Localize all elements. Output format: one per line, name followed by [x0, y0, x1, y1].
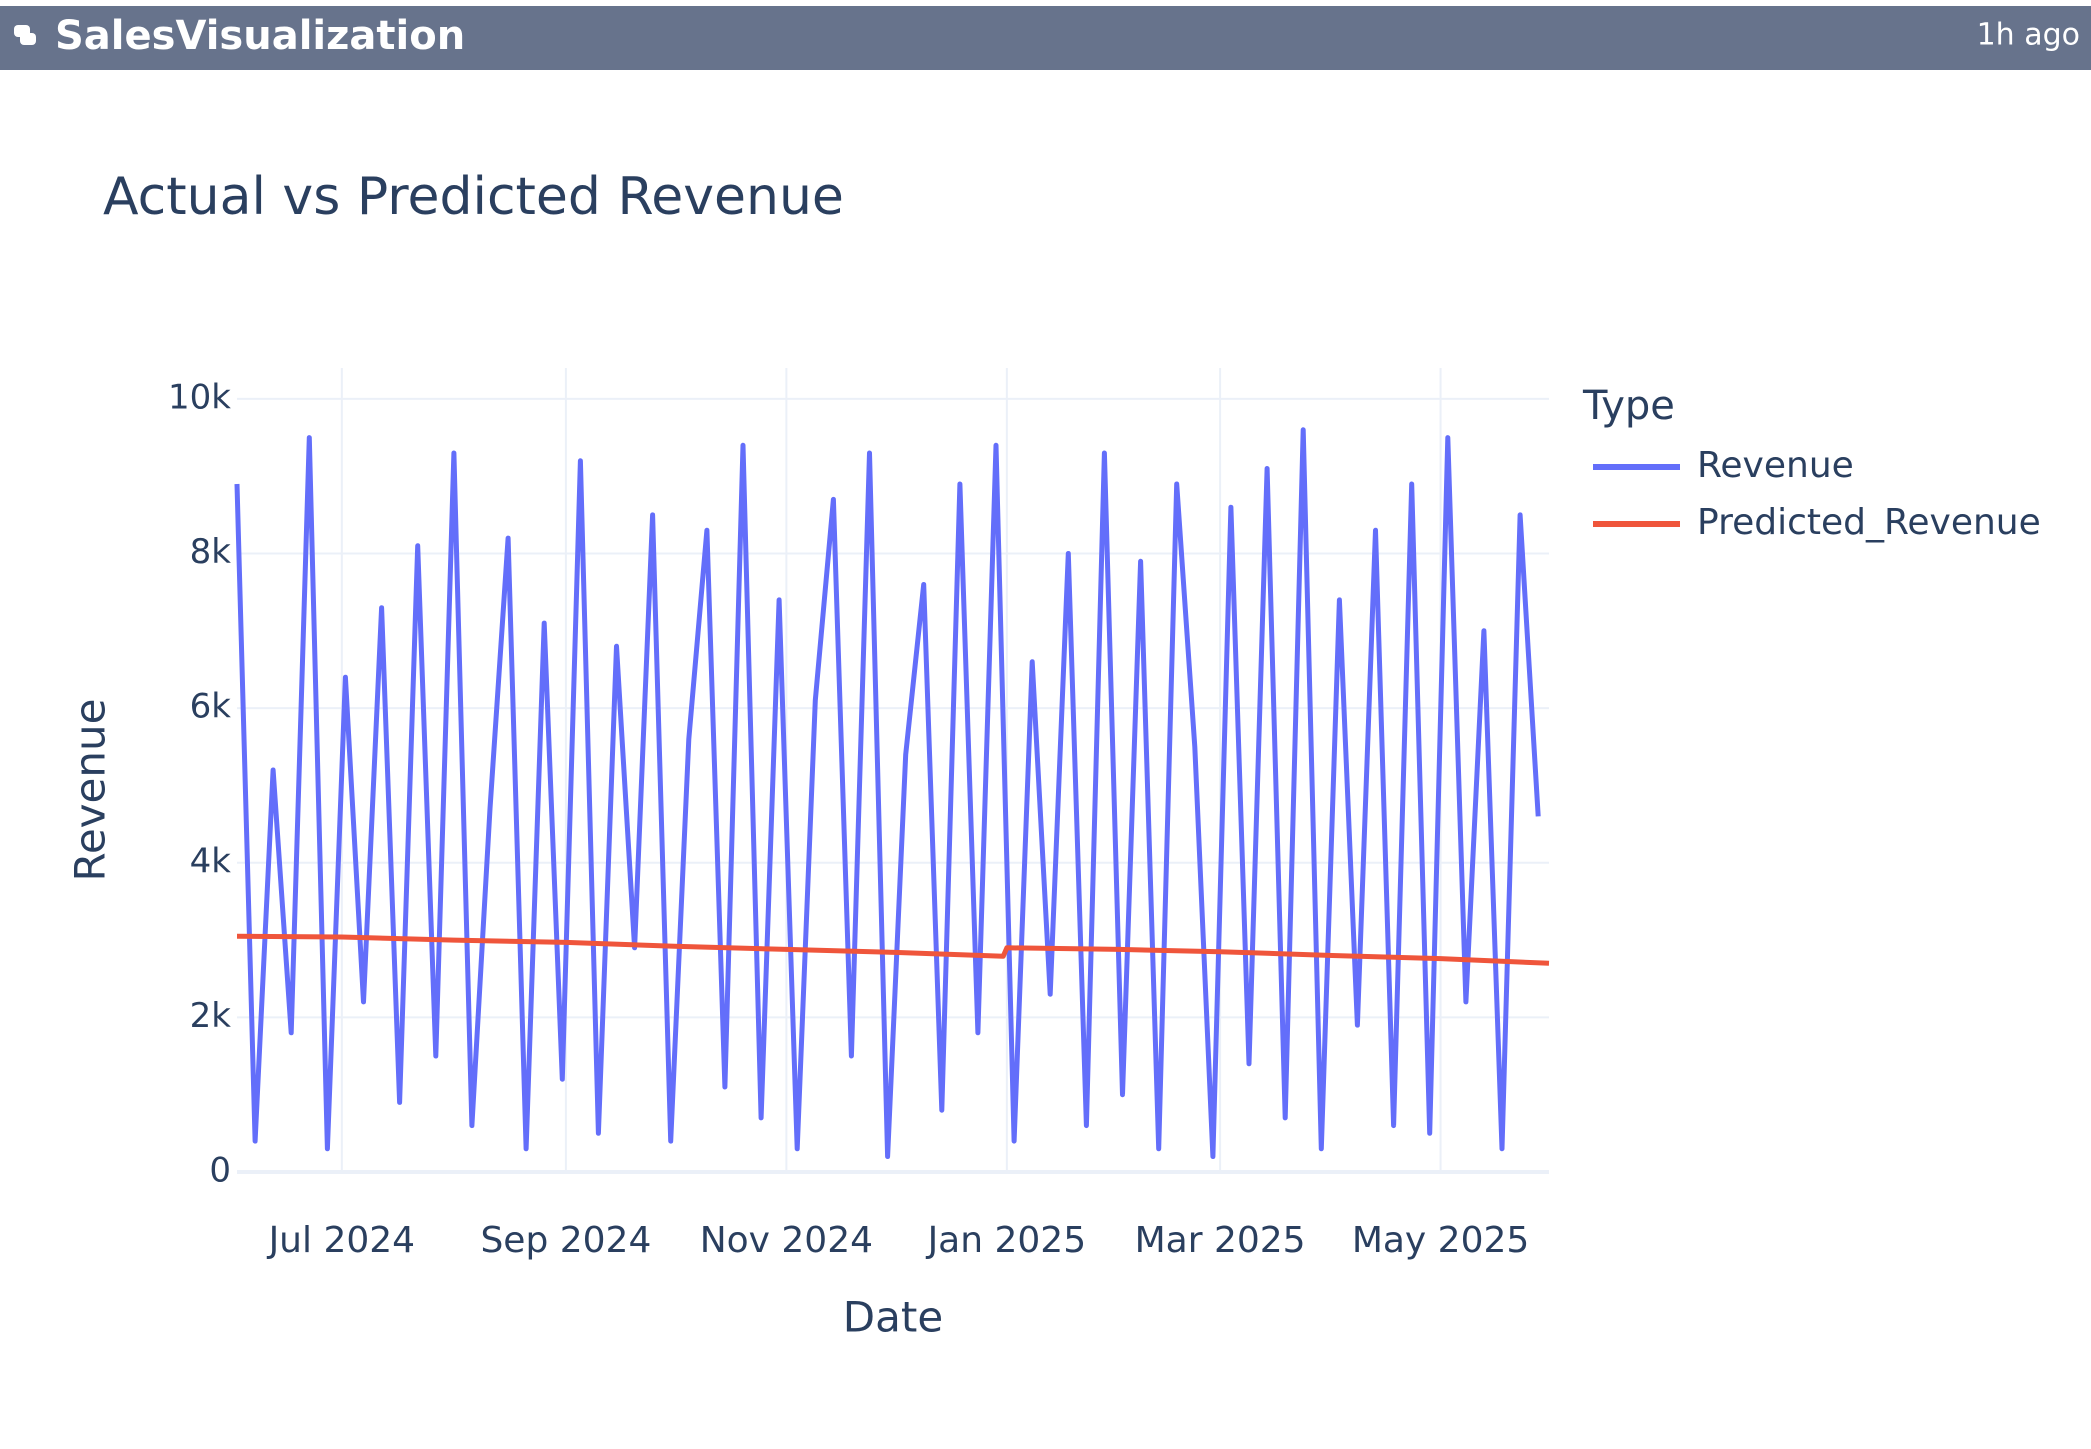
- x-tick-label: Nov 2024: [700, 1220, 873, 1261]
- x-tick-label: Jan 2025: [926, 1220, 1087, 1261]
- legend-label: Predicted_Revenue: [1697, 502, 2041, 543]
- header-title[interactable]: SalesVisualization: [55, 13, 465, 59]
- y-tick-label: 2k: [190, 996, 232, 1036]
- x-tick-label: Mar 2025: [1135, 1220, 1306, 1261]
- series-line: [234, 427, 1541, 1159]
- y-tick-label: 4k: [190, 841, 232, 881]
- series-line: [236, 933, 1550, 966]
- y-tick-label: 0: [209, 1151, 231, 1191]
- header-time: 1h ago: [1977, 18, 2080, 53]
- y-tick-label: 6k: [190, 687, 232, 727]
- x-tick-label: Sep 2024: [480, 1220, 651, 1261]
- header-bar: [0, 6, 2091, 70]
- chart-title: Actual vs Predicted Revenue: [103, 167, 844, 227]
- y-tick-label: 10k: [168, 377, 231, 417]
- python-icon: [14, 25, 36, 45]
- y-axis-title: Revenue: [66, 699, 115, 882]
- x-axis-title: Date: [843, 1293, 943, 1342]
- y-tick-label: 8k: [190, 532, 232, 572]
- x-tick-label: May 2025: [1352, 1220, 1530, 1261]
- x-tick-label: Jul 2024: [267, 1220, 416, 1261]
- legend-label: Revenue: [1697, 445, 1854, 486]
- legend-title: Type: [1582, 383, 1675, 429]
